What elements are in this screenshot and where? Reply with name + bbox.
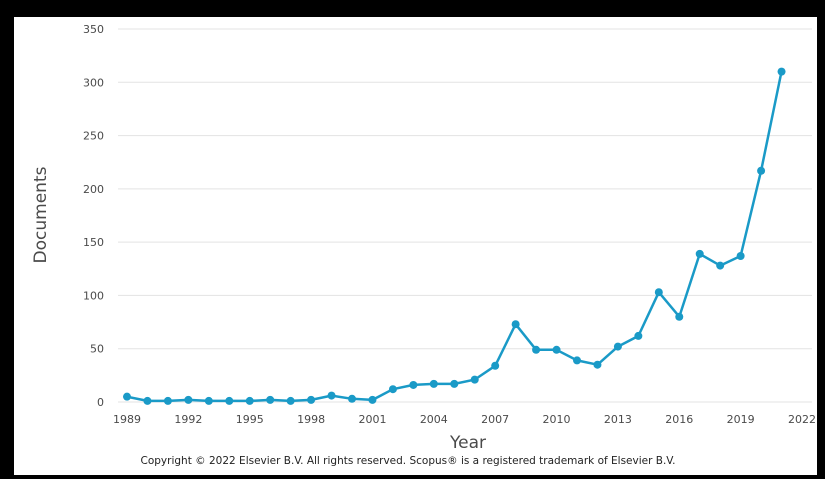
series-line bbox=[126, 71, 783, 403]
y-tick-label: 100 bbox=[83, 289, 104, 302]
data-point[interactable] bbox=[266, 395, 275, 404]
series bbox=[123, 67, 786, 405]
data-point[interactable] bbox=[695, 249, 704, 258]
grid bbox=[118, 28, 812, 403]
y-tick-label: 350 bbox=[83, 23, 104, 36]
data-point[interactable] bbox=[245, 396, 254, 405]
data-point[interactable] bbox=[593, 360, 602, 369]
data-point[interactable] bbox=[491, 361, 500, 370]
x-tick-label: 1989 bbox=[113, 413, 141, 426]
data-point[interactable] bbox=[388, 385, 397, 394]
data-point[interactable] bbox=[348, 394, 356, 403]
x-tick-label: 2016 bbox=[665, 413, 693, 426]
x-tick-label: 2007 bbox=[481, 413, 509, 426]
data-point[interactable] bbox=[511, 320, 520, 329]
data-point[interactable] bbox=[163, 396, 172, 405]
y-tick-label: 150 bbox=[83, 236, 104, 249]
x-axis-ticks: 1989 1992 1995 1998 2001 2004 2007 2010 2013 2016… bbox=[113, 413, 816, 426]
data-point[interactable] bbox=[675, 312, 684, 321]
y-tick-label: 300 bbox=[83, 76, 104, 89]
x-tick-label: 2013 bbox=[604, 413, 632, 426]
data-point[interactable] bbox=[613, 342, 622, 351]
data-point[interactable] bbox=[532, 345, 541, 354]
data-point[interactable] bbox=[143, 396, 152, 405]
data-point[interactable] bbox=[184, 395, 193, 404]
data-point[interactable] bbox=[777, 67, 786, 76]
y-axis-ticks: 0 50 100 150 200 250 300 350 bbox=[83, 23, 104, 409]
copyright-notice: Copyright © 2022 Elsevier B.V. All right… bbox=[141, 455, 676, 467]
data-point[interactable] bbox=[573, 356, 581, 365]
data-point[interactable] bbox=[307, 395, 316, 404]
data-point[interactable] bbox=[429, 379, 438, 388]
data-point[interactable] bbox=[123, 392, 131, 401]
data-point[interactable] bbox=[327, 391, 336, 400]
x-tick-label: 2010 bbox=[543, 413, 571, 426]
data-point[interactable] bbox=[716, 261, 725, 270]
data-point[interactable] bbox=[736, 251, 745, 260]
x-axis-title: Year bbox=[449, 433, 486, 453]
data-point[interactable] bbox=[204, 396, 213, 405]
data-point[interactable] bbox=[409, 380, 418, 389]
data-point[interactable] bbox=[225, 396, 234, 405]
y-tick-label: 250 bbox=[83, 130, 104, 143]
x-tick-label: 2019 bbox=[727, 413, 755, 426]
y-axis-title: Documents bbox=[31, 166, 51, 263]
data-point[interactable] bbox=[757, 166, 766, 175]
data-point[interactable] bbox=[470, 375, 479, 384]
data-point[interactable] bbox=[450, 379, 459, 388]
data-point[interactable] bbox=[286, 396, 295, 405]
data-point[interactable] bbox=[634, 331, 643, 340]
y-tick-label: 50 bbox=[90, 343, 104, 356]
data-point[interactable] bbox=[654, 288, 663, 297]
x-tick-label: 2004 bbox=[420, 413, 448, 426]
y-tick-label: 200 bbox=[83, 183, 104, 196]
data-point[interactable] bbox=[552, 345, 561, 354]
x-tick-label: 1992 bbox=[174, 413, 202, 426]
x-tick-label: 2001 bbox=[358, 413, 386, 426]
y-tick-label: 0 bbox=[97, 396, 104, 409]
data-point[interactable] bbox=[368, 395, 377, 404]
x-tick-label: 2022 bbox=[788, 413, 816, 426]
x-tick-label: 1995 bbox=[236, 413, 264, 426]
x-tick-label: 1998 bbox=[297, 413, 325, 426]
